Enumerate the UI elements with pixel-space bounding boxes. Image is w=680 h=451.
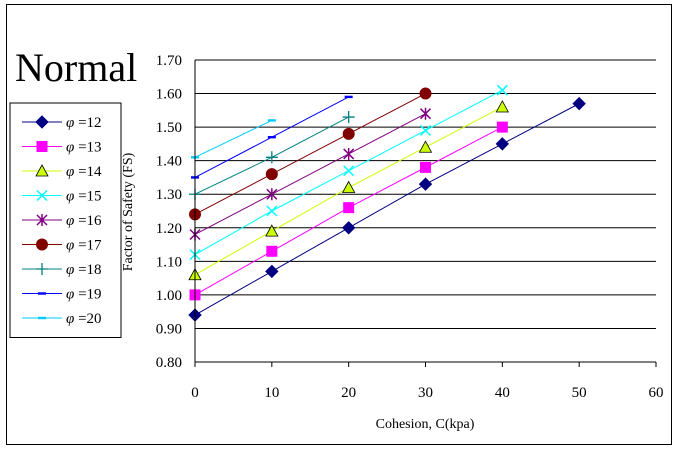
data-point [343, 147, 355, 160]
legend-marker [38, 316, 46, 320]
legend-marker [36, 189, 48, 202]
legend-label: φ =17 [66, 238, 102, 254]
legend-label: φ =18 [66, 262, 102, 278]
data-point [341, 221, 356, 235]
data-point [418, 140, 433, 153]
legend-marker [36, 214, 48, 226]
legend-item: φ =16 [22, 213, 102, 229]
legend-label: φ =19 [66, 287, 102, 303]
x-tick-label: 60 [649, 385, 664, 401]
data-point [496, 121, 508, 133]
data-point [342, 111, 355, 124]
series-2 [189, 121, 508, 301]
y-axis-title: Factor of Safety (FS) [121, 152, 136, 271]
data-point [343, 165, 355, 177]
y-tick-label: 1.30 [156, 187, 182, 203]
y-tick-label: 1.50 [156, 120, 182, 136]
data-point [572, 96, 586, 111]
data-point [496, 84, 508, 96]
legend-item: φ =20 [22, 311, 102, 327]
y-tick-label: 0.90 [156, 321, 182, 337]
data-point [341, 180, 356, 193]
series-line [194, 103, 580, 316]
grid-layer [195, 59, 656, 329]
y-tick-label: 1.40 [156, 154, 182, 170]
data-point [344, 95, 353, 99]
legend-item: φ =18 [22, 262, 102, 278]
data-point [419, 107, 432, 120]
legend-label: φ =14 [66, 164, 102, 180]
legend: φ =12 φ =13 φ =14 φ =15 φ =16 φ =17 φ =18 φ =19… [9, 102, 122, 338]
legend-marker [35, 164, 49, 177]
data-point [343, 202, 355, 214]
data-point [419, 87, 432, 100]
data-point [266, 205, 278, 217]
data-point [265, 168, 278, 181]
legend-marker [36, 238, 48, 251]
series-9 [191, 119, 276, 159]
x-tick-label: 40 [495, 385, 510, 401]
axis-layer: 0.80 0.90 1.00 1.10 1.20 1.30 1.40 1.50 1.60 1.70… [156, 53, 664, 401]
legend-label: φ =12 [66, 115, 102, 131]
data-point [266, 245, 278, 257]
chart-title: Normal [15, 45, 137, 90]
data-point [267, 135, 276, 139]
series-8 [191, 95, 353, 179]
legend-item: φ =12 [22, 115, 102, 131]
x-tick-label: 0 [191, 385, 199, 401]
data-point [495, 100, 510, 113]
legend-label: φ =13 [66, 140, 102, 156]
legend-item: φ =19 [22, 287, 102, 303]
legend-item: φ =14 [22, 164, 102, 180]
legend-marker [38, 292, 46, 295]
x-tick-label: 20 [341, 385, 356, 401]
x-axis-title: Cohesion, C(kpa) [376, 417, 475, 432]
legend-label: φ =20 [66, 311, 102, 327]
series-line [194, 93, 426, 215]
y-tick-label: 1.20 [156, 221, 182, 237]
series-4 [189, 84, 508, 261]
series-line [194, 113, 426, 235]
data-point [419, 124, 432, 136]
data-point [265, 151, 278, 164]
data-point [420, 161, 431, 173]
data-point [418, 177, 433, 191]
x-tick-label: 10 [264, 385, 279, 401]
y-tick-label: 1.70 [156, 53, 182, 69]
y-tick-label: 0.80 [156, 355, 182, 371]
legend-marker [36, 263, 48, 275]
legend-item: φ =15 [22, 189, 102, 205]
series-7 [189, 111, 355, 201]
legend-marker [35, 115, 49, 129]
legend-label: φ =16 [66, 213, 102, 229]
data-point [265, 224, 279, 237]
y-tick-label: 1.60 [156, 87, 182, 103]
series-3 [188, 100, 510, 281]
data-point [342, 127, 355, 140]
series-line [194, 119, 273, 158]
legend-label: φ =15 [66, 189, 102, 205]
x-tick-label: 50 [572, 385, 587, 401]
x-tick-label: 30 [418, 385, 433, 401]
data-point [265, 264, 279, 279]
y-tick-label: 1.10 [156, 254, 182, 270]
data-point [266, 188, 278, 201]
legend-item: φ =17 [22, 238, 102, 254]
legend-item: φ =13 [22, 140, 102, 156]
y-tick-label: 1.00 [156, 288, 182, 304]
data-point [267, 119, 276, 122]
series-layer [188, 84, 586, 322]
series-1 [188, 96, 586, 322]
data-point [495, 137, 510, 151]
legend-marker [36, 141, 48, 152]
series-6 [189, 87, 432, 221]
